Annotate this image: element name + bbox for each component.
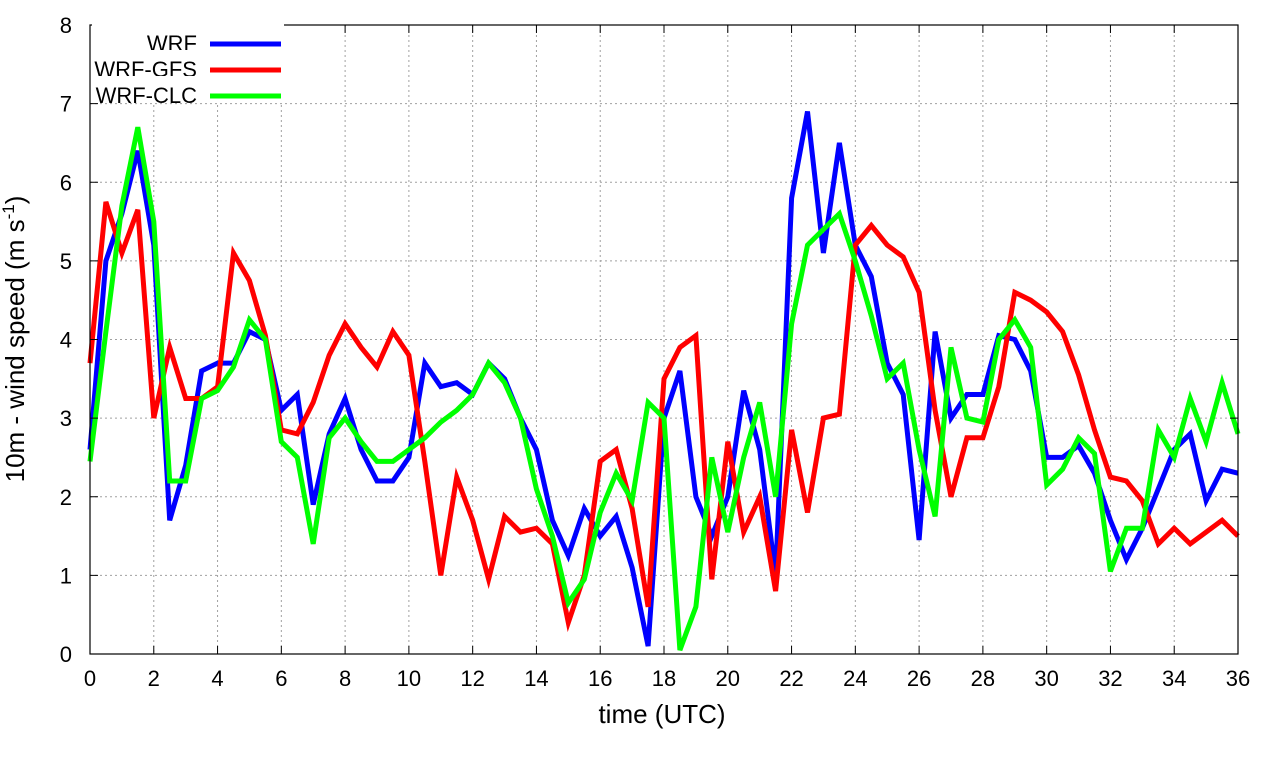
y-axis-label-main: 10m - wind speed (m s (0, 219, 30, 482)
y-tick-label: 2 (60, 485, 72, 510)
legend-label-wrf-clc: WRF-CLC (96, 83, 198, 108)
x-tick-label: 26 (907, 666, 931, 691)
x-tick-label: 14 (524, 666, 548, 691)
y-tick-label: 5 (60, 249, 72, 274)
y-tick-label: 6 (60, 170, 72, 195)
x-tick-label: 0 (84, 666, 96, 691)
x-tick-label: 20 (716, 666, 740, 691)
x-tick-label: 2 (148, 666, 160, 691)
x-tick-labels: 0 2 4 6 8 10 12 14 16 18 20 22 24 26 28 30 32 34 36 (84, 666, 1250, 691)
x-axis-label: time (UTC) (598, 699, 725, 729)
x-tick-label: 28 (971, 666, 995, 691)
y-tick-label: 4 (60, 328, 72, 353)
series-line-wrf-clc (87, 126, 1241, 651)
y-tick-labels: 0 1 2 3 4 5 6 7 8 (60, 13, 72, 667)
series-lines (87, 111, 1241, 651)
y-tick-label: 1 (60, 563, 72, 588)
x-tick-label: 36 (1226, 666, 1250, 691)
y-tick-label: 3 (60, 406, 72, 431)
y-tick-label: 7 (60, 92, 72, 117)
x-tick-label: 24 (843, 666, 867, 691)
x-tick-label: 12 (460, 666, 484, 691)
x-tick-label: 4 (211, 666, 223, 691)
y-tick-label: 8 (60, 13, 72, 38)
x-tick-label: 18 (652, 666, 676, 691)
y-axis-label-tail: ) (0, 196, 30, 205)
x-tick-label: 8 (339, 666, 351, 691)
x-tick-label: 30 (1034, 666, 1058, 691)
x-tick-label: 34 (1162, 666, 1186, 691)
x-tick-label: 16 (588, 666, 612, 691)
y-tick-label: 0 (60, 642, 72, 667)
x-tick-label: 6 (275, 666, 287, 691)
y-axis-label: 10m - wind speed (m s-1) (0, 196, 30, 483)
x-tick-label: 22 (779, 666, 803, 691)
x-tick-label: 10 (397, 666, 421, 691)
y-axis-label-superscript: -1 (0, 204, 18, 219)
x-tick-label: 32 (1098, 666, 1122, 691)
